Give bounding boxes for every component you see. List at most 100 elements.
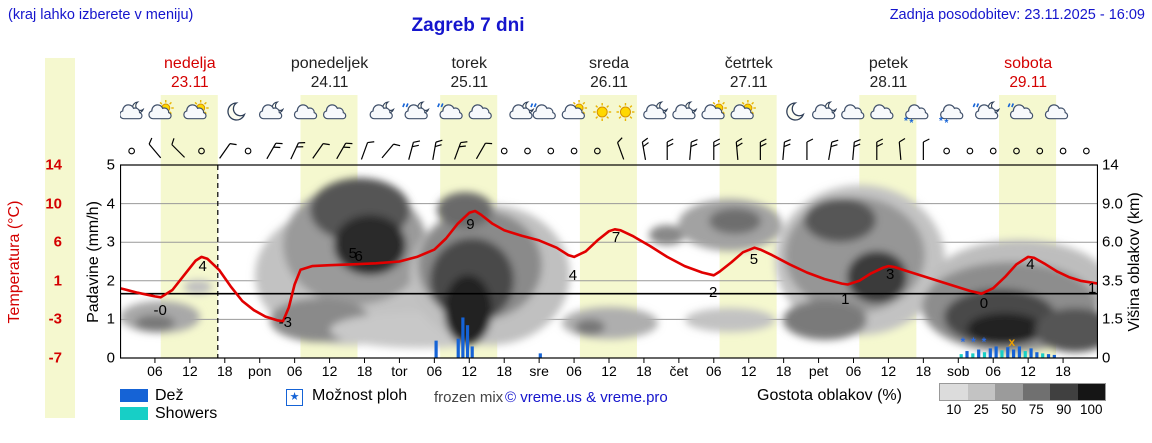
cloud-icon <box>841 104 865 120</box>
precip-axis-ticks: 5 4 3 2 1 0 <box>88 0 115 443</box>
density-step <box>995 384 1023 400</box>
wind-barb-icon <box>290 142 306 160</box>
wind-barb-icon <box>735 138 743 161</box>
axis-tick: 3 <box>106 233 115 251</box>
day-header: četrtek 27.11 <box>724 55 773 91</box>
moon-cloud-icon <box>120 101 145 120</box>
cloud-icon <box>322 104 347 120</box>
wind-calm-icon <box>1036 147 1044 155</box>
cloud-icon <box>1044 104 1069 120</box>
temperature-value: 9 <box>466 216 474 233</box>
density-step-label: 25 <box>973 402 989 417</box>
wind-calm-icon <box>547 147 555 155</box>
moon-cloud-icon <box>258 101 285 120</box>
x-tick-label: 18 <box>1055 363 1071 379</box>
x-tick-label: 12 <box>1020 363 1036 379</box>
x-tick-label: 18 <box>916 363 932 379</box>
frozen-mix-label: frozen mix <box>434 389 504 406</box>
precip-bar <box>1052 354 1056 358</box>
axis-tick: 5 <box>106 156 115 174</box>
chance-legend-box: ★ <box>286 389 303 406</box>
axis-tick: 2 <box>106 272 115 290</box>
density-step <box>940 384 968 400</box>
svg-text:*: * <box>939 116 943 127</box>
axis-tick: -3 <box>48 310 62 328</box>
x-tick-label: 18 <box>217 363 233 379</box>
precip-bar <box>971 353 975 358</box>
wind-calm-icon <box>570 147 578 155</box>
axis-tick: 1.5 <box>1102 310 1123 328</box>
density-step-label: 50 <box>1001 402 1017 417</box>
x-tick-label: 12 <box>322 363 338 379</box>
day-header: sobota 29.11 <box>1004 55 1053 91</box>
x-tick-label: 06 <box>985 363 1001 379</box>
wind-calm-icon <box>943 147 950 155</box>
cloud-icon <box>870 104 894 120</box>
precip-bar <box>538 353 542 358</box>
axis-tick: 1 <box>106 310 115 328</box>
day-header: nedelja 23.11 <box>164 55 216 91</box>
wind-barb-icon <box>408 140 421 160</box>
cloud-axis-ticks: 14 9.0 6.0 3.5 1.5 0 <box>1102 0 1146 443</box>
star-icon: ★ <box>289 391 300 403</box>
axis-tick: -7 <box>48 349 62 367</box>
x-tick-label: 06 <box>427 363 443 379</box>
x-tick-label: 06 <box>846 363 862 379</box>
wind-barb-icon <box>689 139 698 161</box>
mix-marker: * <box>971 335 976 349</box>
wind-barb-icon <box>432 139 443 160</box>
x-tick-label: pet <box>809 363 829 379</box>
cloud-rain-icon <box>530 103 556 120</box>
axis-tick: 9.0 <box>1102 195 1123 213</box>
x-tick-label: čet <box>670 363 689 379</box>
moon-cloud-icon <box>672 101 698 120</box>
cloud-density-gradient <box>939 383 1106 401</box>
precip-bar <box>1041 353 1045 358</box>
precip-bar <box>1029 348 1033 358</box>
cloud-rain-icon <box>437 103 463 120</box>
x-tick-label: sob <box>947 363 970 379</box>
temperature-value: 1 <box>841 291 849 308</box>
precip-bar <box>1000 350 1004 358</box>
left-day-band <box>45 58 75 418</box>
precip-bar <box>977 349 981 358</box>
x-tick-label: 06 <box>706 363 722 379</box>
x-tick-label: 06 <box>566 363 582 379</box>
precip-bar <box>456 338 460 358</box>
axis-tick: 1 <box>53 272 62 290</box>
wind-calm-icon <box>500 147 508 155</box>
last-update-text: Zadnja posodobitev: 23.11.2025 - 16:09 <box>889 7 1145 23</box>
axis-tick: 14 <box>1102 156 1119 174</box>
x-tick-label: 18 <box>636 363 652 379</box>
day-headers: nedelja 23.11 ponedeljek 24.11 torek 25.11 sre… <box>0 55 1152 93</box>
cloud-snow-icon: * * <box>939 104 964 129</box>
x-tick-label: 12 <box>182 363 198 379</box>
temperature-value: 7 <box>612 229 620 246</box>
temperature-value: 5 <box>349 245 357 262</box>
wind-barb-icon <box>641 137 649 160</box>
cloud-density-layer <box>120 178 1098 352</box>
wind-barb-icon <box>806 138 814 160</box>
wind-barb-icon <box>171 138 186 158</box>
sun-cloud-icon <box>561 100 588 120</box>
wind-calm-icon <box>989 147 997 155</box>
x-tick-label: 12 <box>601 363 617 379</box>
menu-hint: (kraj lahko izberete v meniju) <box>8 7 194 23</box>
sun-cloud-icon <box>148 100 174 120</box>
wind-calm-icon <box>1083 147 1090 155</box>
wind-calm-icon <box>1059 147 1067 155</box>
temperature-value: 3 <box>886 266 894 283</box>
precip-bar <box>465 325 470 358</box>
precip-bar <box>982 352 987 358</box>
moon-cloud-rain-icon <box>972 101 1001 120</box>
temperature-value: 1 <box>1088 280 1096 297</box>
page-title: Zagreb 7 dni <box>411 15 525 36</box>
precip-bar <box>1035 352 1039 358</box>
copyright-link[interactable]: © vreme.us & vreme.pro <box>505 389 668 406</box>
sun-cloud-icon <box>701 100 727 120</box>
mix-marker: * <box>961 335 966 349</box>
temperature-value: -0 <box>153 302 166 319</box>
density-step-label: 75 <box>1028 402 1044 417</box>
rain-legend-label: Dež <box>155 387 184 404</box>
